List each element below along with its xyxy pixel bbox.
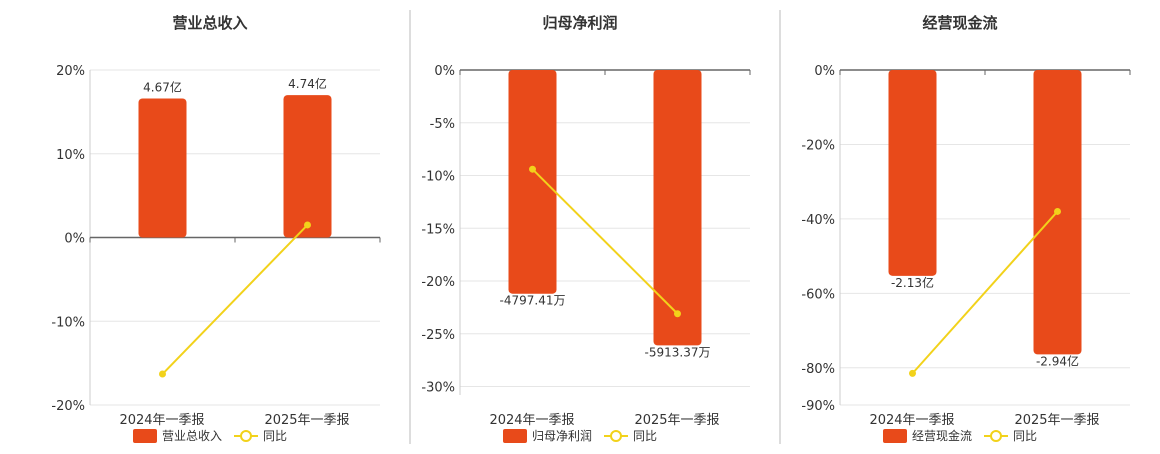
yoy-point: [159, 370, 166, 378]
legend-bar-label: 归母净利润: [532, 429, 592, 443]
chart-title: 经营现金流: [922, 14, 997, 32]
yoy-point: [1054, 207, 1061, 215]
y-tick-label: -80%: [801, 362, 835, 377]
y-tick-label: -25%: [421, 328, 455, 343]
yoy-point: [304, 221, 311, 229]
y-tick-label: -15%: [421, 222, 455, 237]
bar-data-label: 4.67亿: [143, 79, 182, 94]
bar: [653, 70, 702, 346]
y-tick-label: 0%: [64, 232, 85, 247]
chart-title: 归母净利润: [542, 14, 617, 32]
yoy-line: [531, 168, 679, 315]
bar-data-label: -2.94亿: [1036, 353, 1079, 368]
x-tick-label: 2025年一季报: [1014, 413, 1099, 428]
y-tick-label: -40%: [801, 213, 835, 228]
legend-bar-label: 经营现金流: [912, 428, 972, 443]
yoy-line: [161, 224, 309, 375]
x-tick-label: 2024年一季报: [489, 413, 574, 428]
y-tick-label: -20%: [421, 275, 455, 290]
y-tick-label: -10%: [51, 315, 85, 330]
yoy-point: [529, 165, 536, 173]
x-tick-label: 2024年一季报: [119, 413, 204, 428]
bar: [888, 70, 937, 276]
chart-revenue: 营业总收入 2024年一季报 2025年一季报 营业总收入 同比 20% 10% 0…: [51, 14, 381, 443]
legend-line-label: 同比: [633, 429, 657, 443]
x-tick-label: 2024年一季报: [869, 413, 954, 428]
bar-data-label: 4.74亿: [288, 76, 327, 91]
yoy-point: [909, 369, 916, 377]
bar: [283, 95, 332, 238]
y-tick-label: -30%: [421, 381, 455, 396]
legend-line-marker: [610, 430, 622, 442]
legend-bar-swatch: [503, 429, 527, 443]
bar-data-label: -2.13亿: [891, 275, 934, 290]
legend-line-label: 同比: [1013, 429, 1037, 443]
yoy-point: [674, 310, 681, 318]
legend-bar-swatch: [133, 429, 157, 443]
bar: [138, 98, 187, 238]
x-tick-label: 2025年一季报: [634, 413, 719, 428]
legend-line-label: 同比: [263, 429, 287, 443]
bar: [508, 70, 557, 294]
chart-operating-cash-flow: 经营现金流 2024年一季报 2025年一季报 经营现金流 同比 0% -20% -…: [801, 14, 1131, 443]
y-tick-label: -20%: [801, 138, 835, 153]
legend-bar-swatch: [883, 429, 907, 443]
y-tick-label: -60%: [801, 287, 835, 302]
bar-data-label: -4797.41万: [500, 294, 566, 308]
legend-line-marker: [240, 430, 252, 442]
chart-title: 营业总收入: [172, 14, 247, 32]
y-tick-label: -5%: [430, 117, 455, 132]
legend-line-marker: [990, 430, 1002, 442]
legend-bar-label: 营业总收入: [162, 429, 222, 443]
y-tick-label: 0%: [434, 64, 455, 79]
chart-net-profit: 归母净利润 2024年一季报 2025年一季报 归母净利润 同比 0% -5% -1…: [421, 14, 751, 443]
bar-data-label: -5913.37万: [645, 345, 711, 359]
yoy-line: [911, 210, 1059, 375]
y-tick-label: -20%: [51, 399, 85, 414]
y-tick-label: -10%: [421, 170, 455, 185]
y-tick-label: 10%: [56, 148, 85, 163]
y-tick-label: 20%: [56, 64, 85, 79]
y-tick-label: 0%: [814, 64, 835, 79]
x-tick-label: 2025年一季报: [264, 413, 349, 428]
y-tick-label: -90%: [801, 399, 835, 414]
